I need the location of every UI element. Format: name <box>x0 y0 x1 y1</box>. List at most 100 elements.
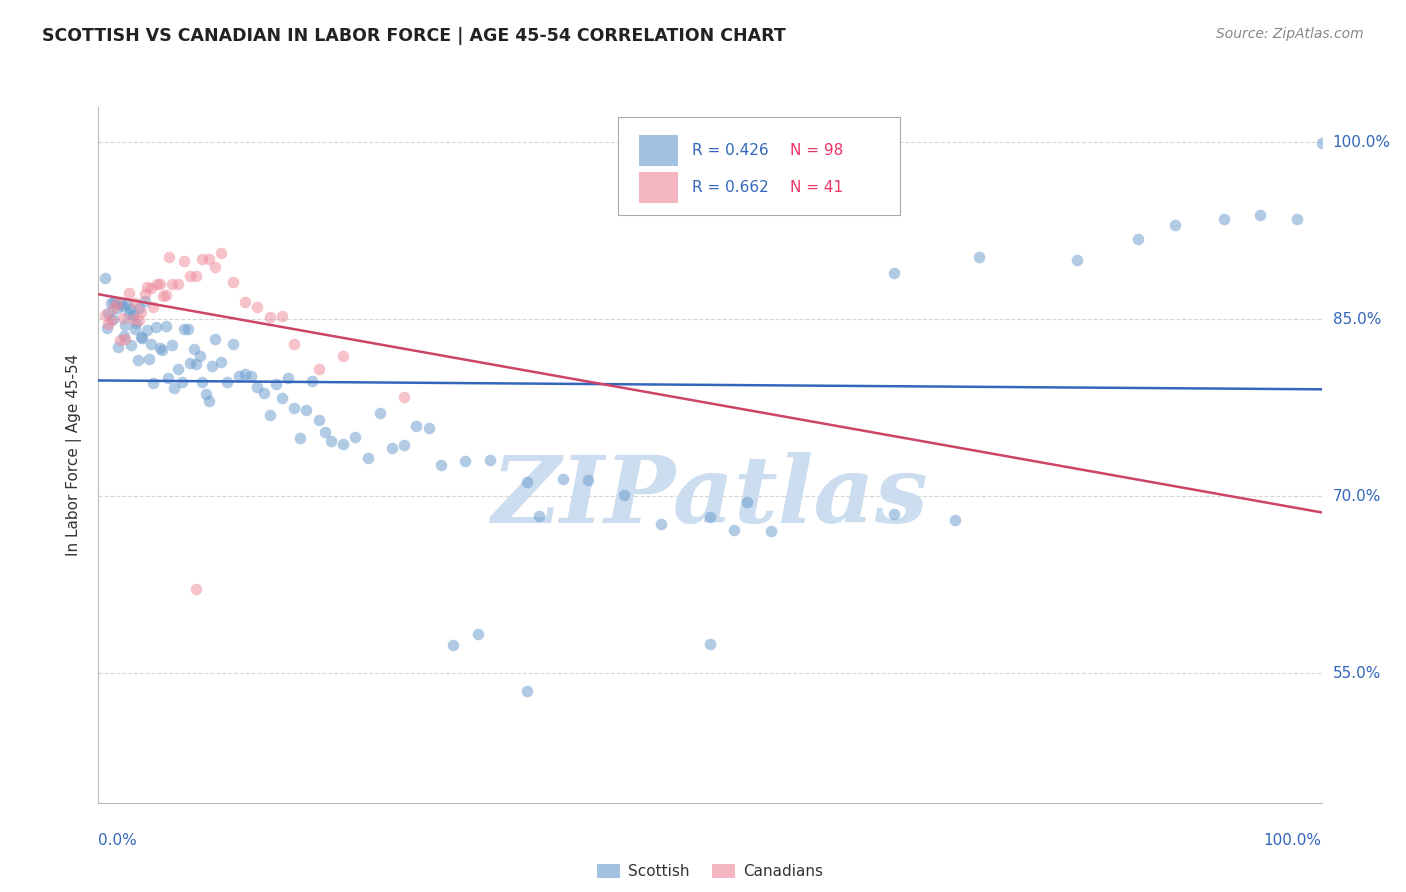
Point <box>146 277 169 291</box>
Point <box>405 419 427 434</box>
Point <box>943 513 966 527</box>
Legend: Scottish, Canadians: Scottish, Canadians <box>591 858 830 886</box>
Point <box>112 329 135 343</box>
Text: 55.0%: 55.0% <box>1333 665 1381 681</box>
Point <box>699 637 721 651</box>
Point <box>1310 136 1333 151</box>
Y-axis label: In Labor Force | Age 45-54: In Labor Force | Age 45-54 <box>66 354 83 556</box>
Point <box>100 295 122 310</box>
Point <box>160 277 183 291</box>
Text: 100.0%: 100.0% <box>1264 833 1322 848</box>
Point <box>295 402 318 417</box>
Point <box>222 275 245 289</box>
Point <box>368 406 391 420</box>
Point <box>149 341 172 355</box>
Point <box>152 289 174 303</box>
Point <box>314 425 336 439</box>
Point <box>127 353 149 368</box>
Text: N = 98: N = 98 <box>790 143 842 158</box>
Point <box>150 343 173 358</box>
Point <box>129 304 152 318</box>
Point <box>301 374 323 388</box>
Point <box>157 250 180 264</box>
Point <box>195 387 218 401</box>
Point <box>191 252 214 266</box>
FancyBboxPatch shape <box>619 118 900 215</box>
Point <box>1286 212 1309 227</box>
Point <box>1128 232 1150 246</box>
Point <box>392 438 416 452</box>
Point <box>124 322 146 336</box>
Point <box>167 361 190 376</box>
Point <box>103 294 125 309</box>
Point <box>110 296 132 310</box>
Text: 70.0%: 70.0% <box>1333 489 1381 504</box>
Text: 100.0%: 100.0% <box>1333 135 1391 150</box>
Point <box>222 337 245 351</box>
Point <box>259 409 281 423</box>
Point <box>356 451 378 466</box>
FancyBboxPatch shape <box>640 172 678 203</box>
Point <box>197 393 219 408</box>
Point <box>93 308 115 322</box>
Point <box>233 295 256 310</box>
Text: R = 0.662: R = 0.662 <box>692 179 769 194</box>
Point <box>145 319 167 334</box>
Point <box>467 627 489 641</box>
Point <box>277 371 299 385</box>
Text: SCOTTISH VS CANADIAN IN LABOR FORCE | AGE 45-54 CORRELATION CHART: SCOTTISH VS CANADIAN IN LABOR FORCE | AG… <box>42 27 786 45</box>
Point <box>209 245 232 260</box>
Text: N = 41: N = 41 <box>790 179 842 194</box>
Point <box>142 376 165 391</box>
Point <box>179 269 201 284</box>
Point <box>204 260 226 274</box>
Point <box>114 332 136 346</box>
Point <box>515 683 537 698</box>
Point <box>149 277 172 291</box>
Point <box>110 333 132 347</box>
Point <box>97 306 120 320</box>
Text: ZIPatlas: ZIPatlas <box>492 451 928 541</box>
Point <box>553 472 575 486</box>
Point <box>1164 218 1187 232</box>
Point <box>173 253 195 268</box>
Point <box>283 401 305 416</box>
Point <box>125 316 148 330</box>
Point <box>142 300 165 314</box>
Point <box>883 266 905 280</box>
Point <box>240 369 263 384</box>
Point <box>138 352 160 367</box>
Point <box>967 250 990 264</box>
Point <box>699 510 721 524</box>
Point <box>163 381 186 395</box>
Point <box>115 297 138 311</box>
Point <box>177 322 200 336</box>
Point <box>308 413 330 427</box>
Point <box>441 638 464 652</box>
Point <box>270 310 294 324</box>
Point <box>883 507 905 521</box>
Point <box>128 301 150 315</box>
Point <box>761 524 783 538</box>
Point <box>381 441 404 455</box>
Point <box>723 523 745 537</box>
Point <box>735 495 758 509</box>
Point <box>515 475 537 489</box>
Point <box>576 474 599 488</box>
Point <box>344 430 367 444</box>
Point <box>1066 253 1088 268</box>
Text: 85.0%: 85.0% <box>1333 312 1381 326</box>
Point <box>136 279 159 293</box>
Point <box>650 517 672 532</box>
Point <box>454 454 477 468</box>
Point <box>233 367 256 381</box>
Point <box>101 312 124 326</box>
Point <box>478 452 501 467</box>
Point <box>96 320 118 334</box>
Point <box>105 297 128 311</box>
Point <box>160 338 183 352</box>
Point <box>129 329 152 343</box>
Point <box>430 458 453 472</box>
Point <box>186 357 208 371</box>
Point <box>228 369 250 384</box>
